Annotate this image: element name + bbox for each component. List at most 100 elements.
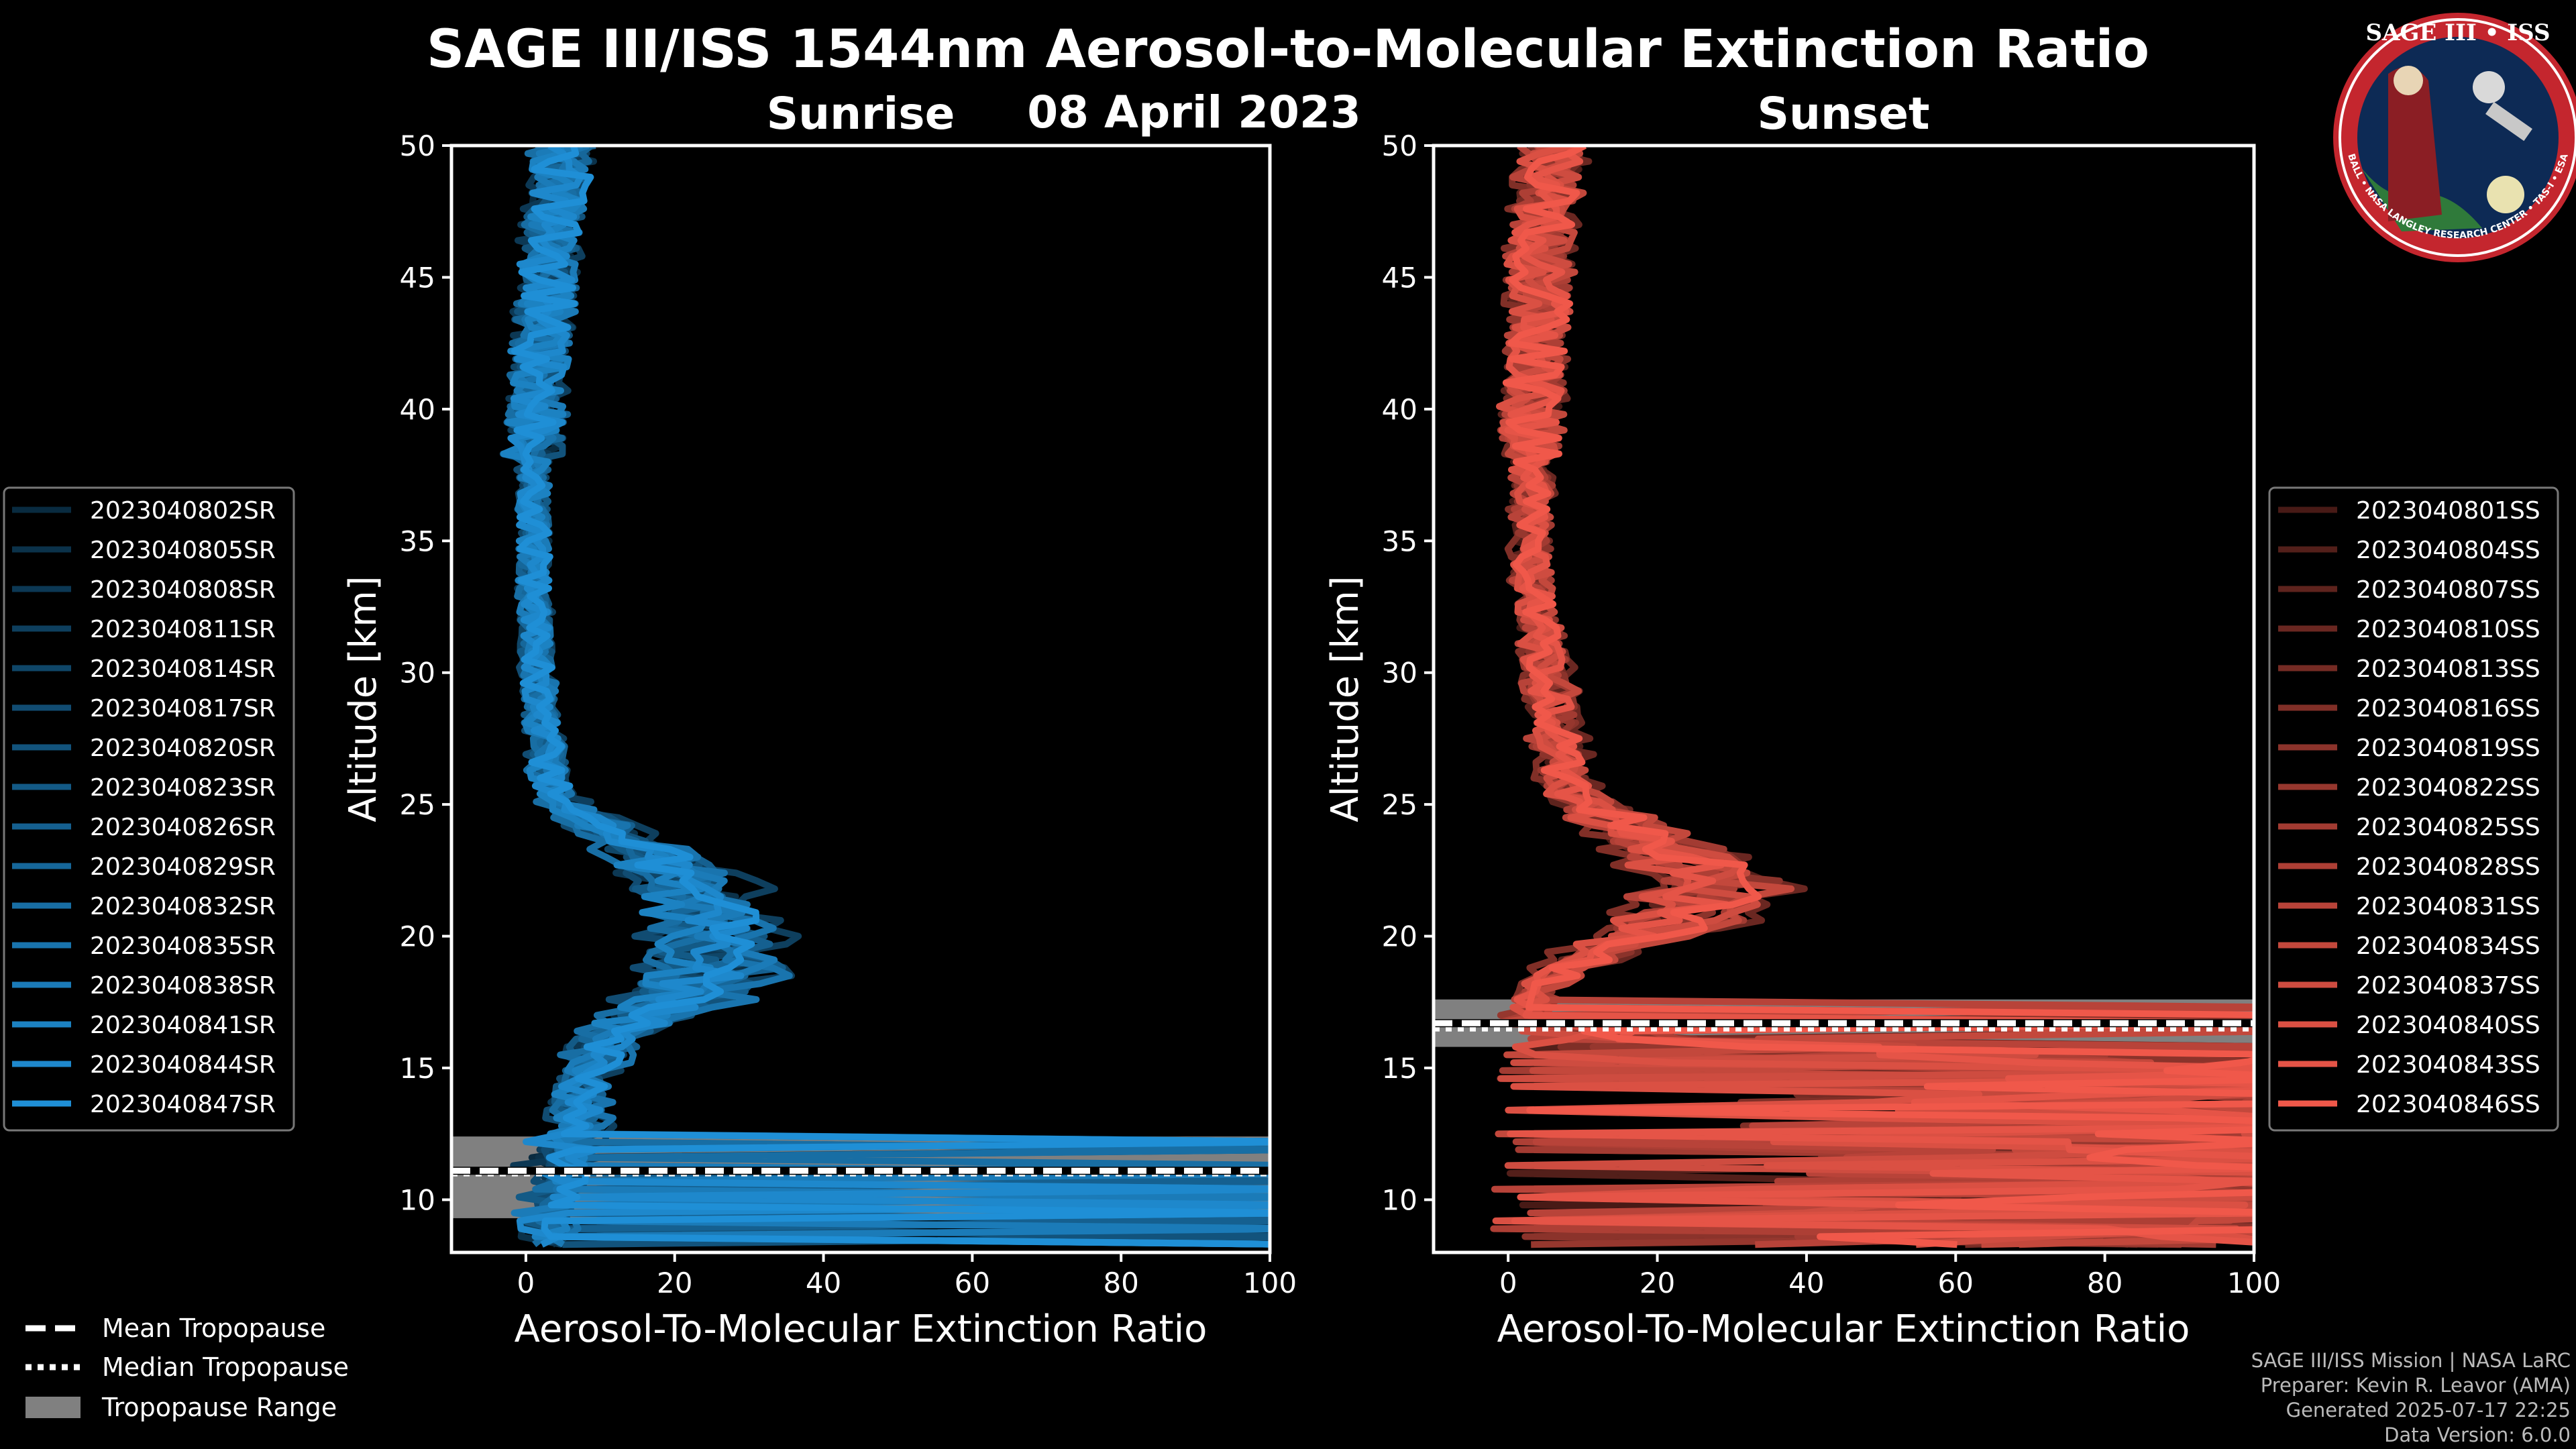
- mean-tropopause-label: Mean Tropopause: [102, 1313, 325, 1343]
- sunrise-legend-label: 2023040811SR: [90, 616, 276, 643]
- credit-generated: Generated 2025-07-17 22:25: [2286, 1399, 2571, 1421]
- sunset-y-tick-label: 25: [1382, 788, 1417, 821]
- sunset-subtitle: Sunset: [1757, 88, 1929, 140]
- sunrise-profile-2023040820SR: [508, 146, 1270, 1248]
- sunset-profiles: [1490, 146, 2254, 1248]
- iss-icon: [2485, 101, 2532, 142]
- sunset-legend-label: 2023040813SS: [2356, 655, 2540, 683]
- sunset-y-tick-label: 20: [1382, 920, 1417, 953]
- sunset-legend-label: 2023040846SS: [2356, 1091, 2540, 1118]
- sunrise-legend-label: 2023040805SR: [90, 537, 276, 564]
- sunrise-profile-2023040844SR: [507, 146, 1270, 1248]
- sunrise-subtitle: Sunrise: [767, 88, 955, 140]
- sunrise-profile-2023040832SR: [504, 146, 1270, 1248]
- sunrise-y-tick-label: 30: [400, 657, 435, 690]
- sunrise-profile-2023040838SR: [511, 146, 1270, 1248]
- sunset-legend-label: 2023040804SS: [2356, 537, 2540, 564]
- figure-date: 08 April 2023: [1027, 87, 1361, 138]
- sunrise-x-tick-label: 40: [806, 1267, 841, 1299]
- sunset-axes-frame: [1432, 144, 2256, 1254]
- logo-text: SAGE III • ISS: [2365, 19, 2550, 46]
- sunrise-legend-label: 2023040820SR: [90, 735, 276, 762]
- sunset-legend-label: 2023040843SS: [2356, 1051, 2540, 1079]
- sunrise-profile-2023040811SR: [508, 146, 1270, 1248]
- sunset-legend-label: 2023040816SS: [2356, 695, 2540, 722]
- sunset-panel: 0 20 40 60 80 100 10 15 20 25 30 35 40 45 50: [1382, 129, 2282, 1299]
- median-tropopause-label: Median Tropopause: [102, 1352, 349, 1382]
- sunrise-legend-label: 2023040838SR: [90, 972, 276, 1000]
- sunrise-legend-label: 2023040808SR: [90, 576, 276, 604]
- sunset-x-tick-label: 0: [1499, 1267, 1517, 1299]
- sunrise-x-tick-label: 100: [1243, 1267, 1297, 1299]
- sunrise-y-tick-label: 10: [400, 1183, 435, 1216]
- sunrise-profile-2023040823SR: [507, 146, 1270, 1246]
- sunrise-legend-label: 2023040802SR: [90, 497, 276, 525]
- sunset-y-tick-label: 45: [1382, 261, 1417, 294]
- sunrise-profile-2023040835SR: [503, 146, 1270, 1248]
- sunset-legend-label: 2023040801SS: [2356, 497, 2540, 525]
- sunrise-y-tick-label: 40: [400, 393, 435, 426]
- sunrise-y-tick-label: 35: [400, 525, 435, 557]
- sunrise-legend-label: 2023040826SR: [90, 814, 276, 841]
- sunset-x-tick-label: 60: [1938, 1267, 1974, 1299]
- sunset-legend-label: 2023040819SS: [2356, 735, 2540, 762]
- sunset-legend-label: 2023040837SS: [2356, 972, 2540, 1000]
- sunset-legend-label: 2023040834SS: [2356, 932, 2540, 960]
- sunrise-profile-2023040841SR: [500, 146, 1270, 1248]
- sunset-x-tick-label: 100: [2227, 1267, 2281, 1299]
- sunset-legend: 2023040801SS 2023040804SS 2023040807SS 2023…: [2268, 486, 2559, 1132]
- sunrise-profile-2023040802SR: [510, 146, 1270, 1248]
- sunrise-legend-label: 2023040823SR: [90, 774, 276, 802]
- sunrise-legend-label: 2023040817SR: [90, 695, 276, 722]
- sunrise-profile-2023040814SR: [510, 146, 1270, 1247]
- sunset-legend-label: 2023040822SS: [2356, 774, 2540, 802]
- sunrise-profiles: [499, 146, 1270, 1248]
- sunrise-legend-label: 2023040835SR: [90, 932, 276, 960]
- sunrise-legend: 2023040802SR 2023040805SR 2023040808SR 2023…: [3, 486, 295, 1132]
- sunset-legend-label: 2023040828SS: [2356, 853, 2540, 881]
- sunrise-profile-2023040808SR: [505, 146, 1270, 1240]
- sunset-y-tick-label: 10: [1382, 1183, 1417, 1216]
- sunset-y-axis-label: Altitude [km]: [1324, 576, 1367, 822]
- sunrise-panel: 0 20 40 60 80 100 10 15 20 25 30 35 40 45 50: [400, 129, 1297, 1299]
- credit-preparer: Preparer: Kevin R. Leavor (AMA): [2261, 1374, 2571, 1397]
- sunrise-x-tick-label: 0: [517, 1267, 535, 1299]
- sunrise-legend-label: 2023040844SR: [90, 1051, 276, 1079]
- sunset-legend-label: 2023040810SS: [2356, 616, 2540, 643]
- tropopause-legend: Mean Tropopause Median Tropopause Tropop…: [25, 1313, 349, 1422]
- figure-title: SAGE III/ISS 1544nm Aerosol-to-Molecular…: [427, 19, 2149, 80]
- sunrise-y-tick-label: 50: [400, 129, 435, 162]
- sunrise-y-tick-label: 25: [400, 788, 435, 821]
- sunset-x-tick-label: 80: [2087, 1267, 2123, 1299]
- sunrise-legend-label: 2023040829SR: [90, 853, 276, 881]
- sunset-x-tick-label: 20: [1640, 1267, 1675, 1299]
- sunset-y-tick-label: 50: [1382, 129, 1417, 162]
- sunset-legend-label: 2023040825SS: [2356, 814, 2540, 841]
- sunrise-axes-frame: [449, 144, 1272, 1254]
- sunrise-y-tick-label: 20: [400, 920, 435, 953]
- sunset-x-axis-label: Aerosol-To-Molecular Extinction Ratio: [1497, 1307, 2190, 1351]
- sunrise-legend-label: 2023040841SR: [90, 1012, 276, 1039]
- sunset-legend-label: 2023040840SS: [2356, 1012, 2540, 1039]
- sunrise-y-axis-label: Altitude [km]: [341, 576, 385, 822]
- sunrise-y-tick-label: 15: [400, 1052, 435, 1085]
- tropopause-range-swatch: [25, 1397, 80, 1418]
- sunrise-profile-2023040829SR: [503, 146, 1270, 1248]
- sunrise-x-axis-label: Aerosol-To-Molecular Extinction Ratio: [515, 1307, 1208, 1351]
- sunrise-legend-label: 2023040847SR: [90, 1091, 276, 1118]
- sunset-legend-label: 2023040807SS: [2356, 576, 2540, 604]
- sunrise-x-tick-label: 60: [955, 1267, 990, 1299]
- sunset-legend-label: 2023040831SS: [2356, 893, 2540, 920]
- credits: SAGE III/ISS Mission | NASA LaRC Prepare…: [2251, 1349, 2571, 1446]
- sunrise-legend-label: 2023040832SR: [90, 893, 276, 920]
- sunrise-profile-2023040805SR: [510, 146, 1270, 1248]
- sunset-x-tick-label: 40: [1788, 1267, 1824, 1299]
- sunrise-x-tick-label: 80: [1103, 1267, 1138, 1299]
- sunset-y-tick-label: 40: [1382, 393, 1417, 426]
- credit-mission: SAGE III/ISS Mission | NASA LaRC: [2251, 1349, 2571, 1372]
- tropopause-range-label: Tropopause Range: [101, 1393, 337, 1422]
- astronomer-figure: [2388, 66, 2442, 221]
- sunset-y-tick-label: 15: [1382, 1052, 1417, 1085]
- sunrise-profile-2023040847SR: [511, 146, 1270, 1248]
